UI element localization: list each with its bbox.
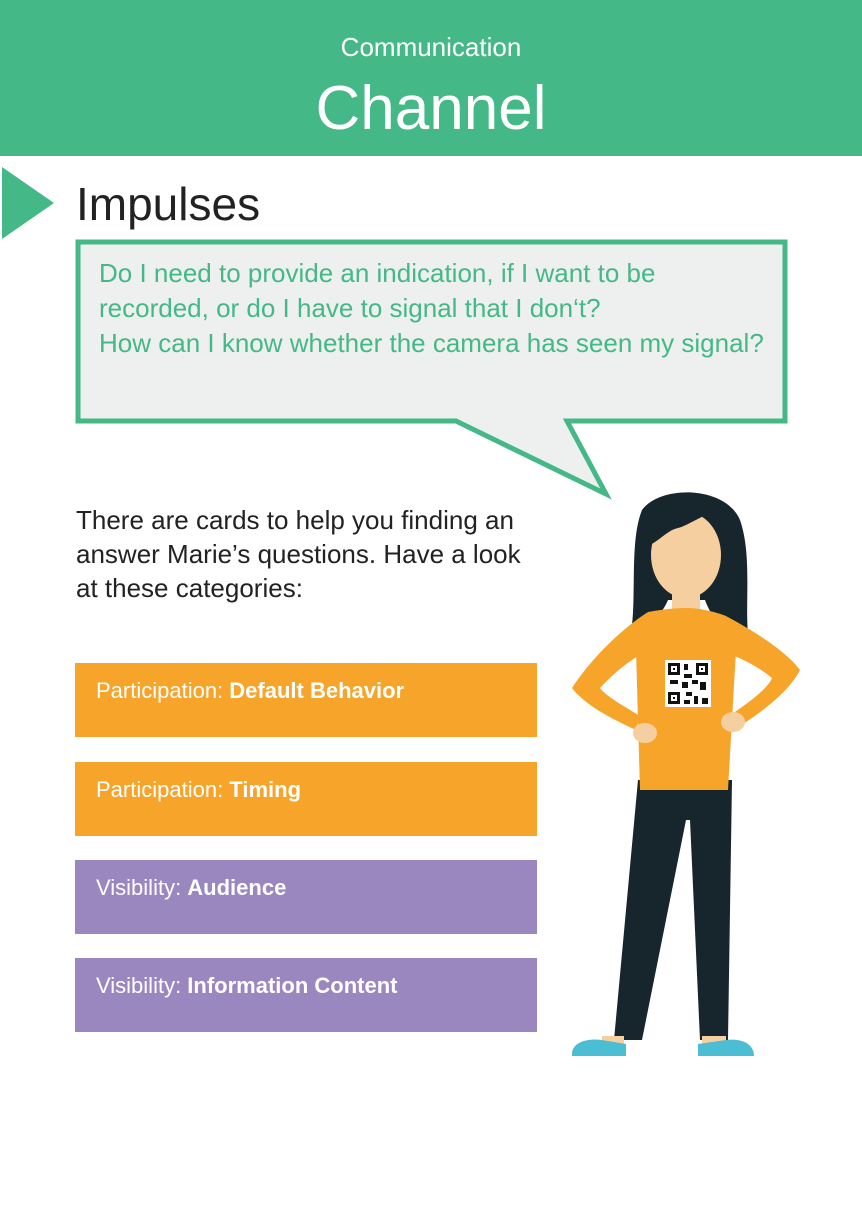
card-topic: Timing bbox=[229, 777, 302, 802]
bubble-question-2: How can I know whether the camera has se… bbox=[99, 328, 764, 358]
category-card[interactable]: Visibility: Information Content bbox=[75, 958, 537, 1032]
category-card[interactable]: Participation: Timing bbox=[75, 762, 537, 836]
section-arrow-icon bbox=[2, 167, 54, 239]
category-card[interactable]: Participation: Default Behavior bbox=[75, 663, 537, 737]
category-card[interactable]: Visibility: Audience bbox=[75, 860, 537, 934]
intro-text: There are cards to help you finding an a… bbox=[76, 505, 521, 603]
card-topic: Audience bbox=[187, 875, 287, 900]
speech-bubble bbox=[75, 239, 788, 500]
card-category: Participation: bbox=[96, 678, 230, 703]
speech-bubble-text: Do I need to provide an indication, if I… bbox=[99, 256, 769, 361]
header-banner: Communication Channel bbox=[0, 0, 862, 156]
bubble-question-1: Do I need to provide an indication, if I… bbox=[99, 258, 656, 323]
card-category: Participation: bbox=[96, 777, 230, 802]
header-subtitle: Communication bbox=[340, 32, 522, 62]
woman-with-qr-code-icon bbox=[572, 492, 800, 1056]
card-category: Visibility: bbox=[96, 875, 188, 900]
card-category: Visibility: bbox=[96, 973, 188, 998]
section-title: Impulses bbox=[76, 178, 261, 230]
card-topic: Default Behavior bbox=[229, 678, 405, 703]
card-topic: Information Content bbox=[187, 973, 398, 998]
header-title: Channel bbox=[315, 74, 547, 143]
